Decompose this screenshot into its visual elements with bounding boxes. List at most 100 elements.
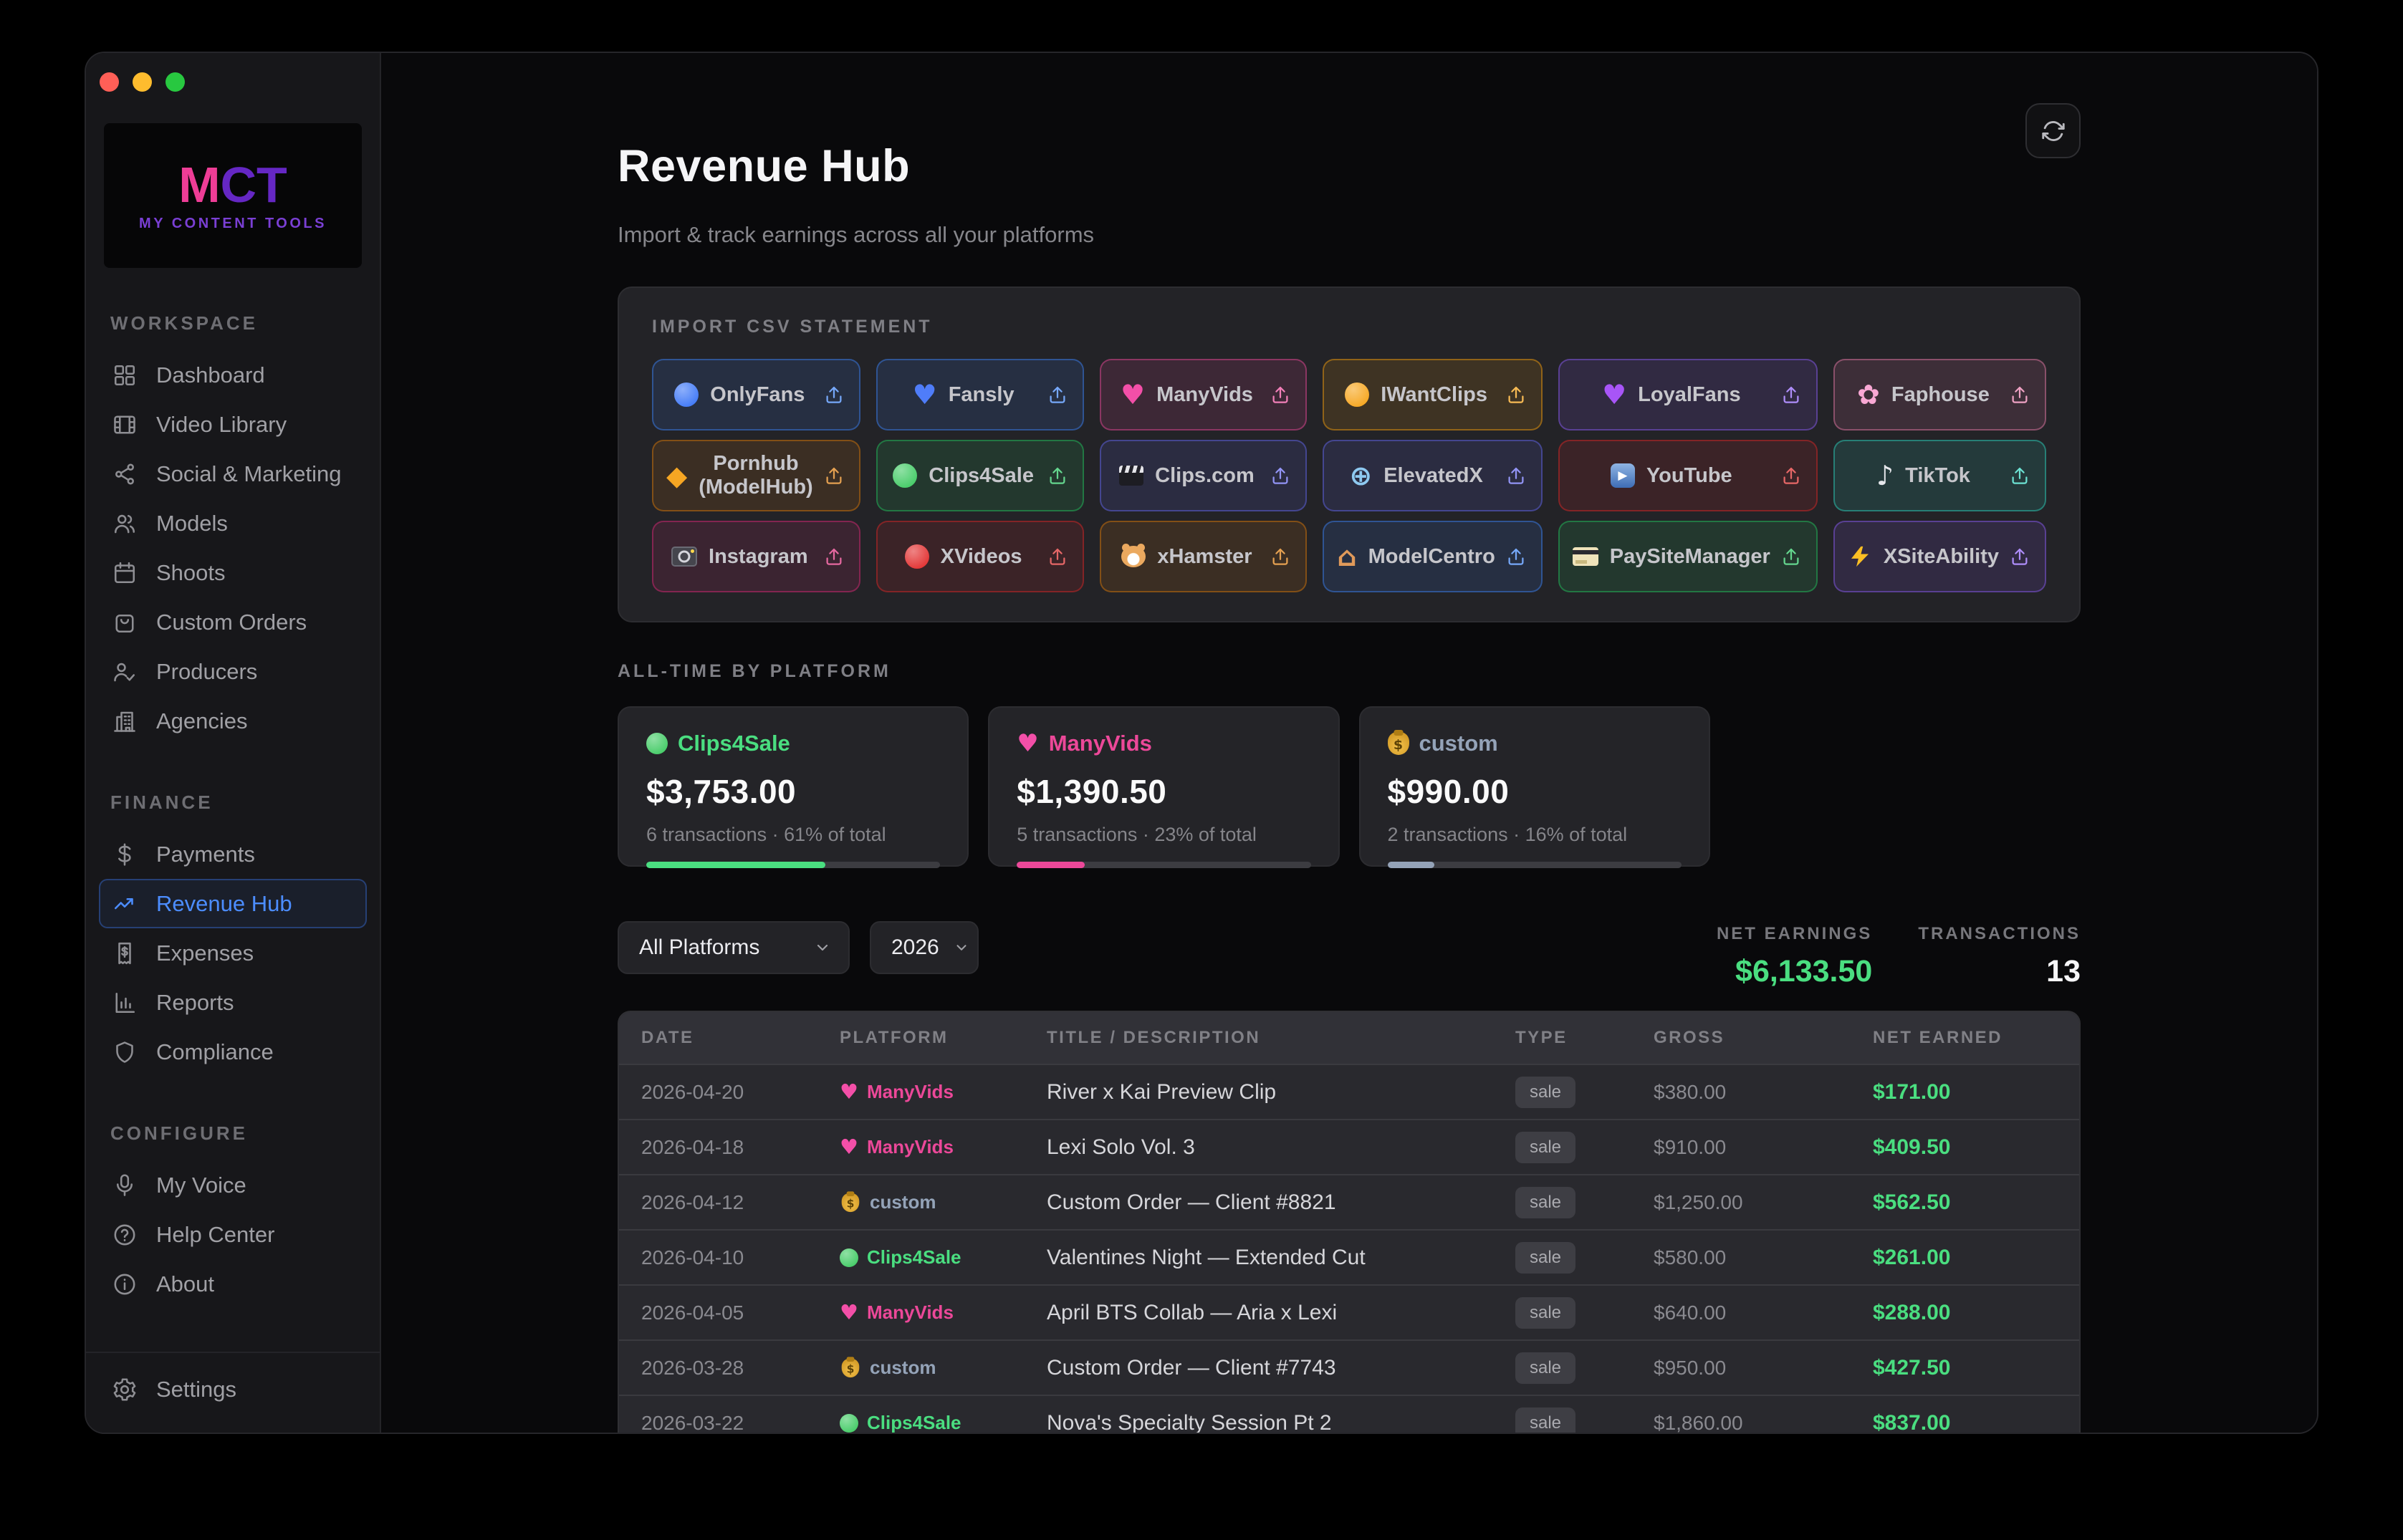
net-earnings-label: NET EARNINGS xyxy=(1716,924,1873,944)
sidebar-item-producers[interactable]: Producers xyxy=(99,647,367,696)
upload-icon xyxy=(1270,465,1291,486)
sidebar-item-help-center[interactable]: Help Center xyxy=(99,1210,367,1259)
cell-type: sale xyxy=(1515,1296,1654,1329)
logo-letters-ct: CT xyxy=(220,156,287,213)
sidebar-item-models[interactable]: Models xyxy=(99,499,367,548)
platform-button-label: Clips.com xyxy=(1155,463,1255,487)
green-circle-icon xyxy=(893,463,918,489)
money-bag-icon xyxy=(841,1358,860,1378)
cell-platform: ♥ ManyVids xyxy=(840,1301,1047,1324)
sidebar-item-reports[interactable]: Reports xyxy=(99,978,367,1027)
cell-date: 2026-04-12 xyxy=(641,1190,744,1213)
shield-icon xyxy=(112,1039,138,1065)
upload-icon xyxy=(823,465,845,486)
import-csv-card: IMPORT CSV STATEMENT OnlyFans ♥ Fansly ♥ Man… xyxy=(618,287,2081,623)
sidebar-section-items: My Voice Help Center About xyxy=(99,1160,367,1309)
year-filter-select[interactable]: 2026 xyxy=(870,921,979,975)
cell-net: $562.50 xyxy=(1873,1190,1951,1214)
microphone-icon xyxy=(112,1173,138,1198)
import-button-pornhub-modelhub[interactable]: ◆ Pornhub (ModelHub) xyxy=(652,440,860,512)
import-button-faphouse[interactable]: ✿ Faphouse xyxy=(1833,359,2046,431)
app-window: MCT MY CONTENT TOOLS WORKSPACE Dashboard V… xyxy=(85,52,2318,1434)
sidebar-item-about[interactable]: About xyxy=(99,1259,367,1309)
green-circle-icon xyxy=(646,733,668,755)
cell-type: sale xyxy=(1515,1407,1654,1433)
sidebar-item-video-library[interactable]: Video Library xyxy=(99,400,367,449)
sidebar-item-label: Reports xyxy=(156,989,234,1015)
sidebar-item-label: Agencies xyxy=(156,708,248,733)
cell-gross: $950.00 xyxy=(1654,1356,1727,1379)
sidebar-item-payments[interactable]: Payments xyxy=(99,829,367,879)
blue-circle-icon xyxy=(674,382,699,408)
blue-heart-icon: ♥ xyxy=(912,379,937,411)
shopping-bag-icon xyxy=(112,610,138,635)
sidebar-item-dashboard[interactable]: Dashboard xyxy=(99,350,367,400)
cell-type: sale xyxy=(1515,1131,1654,1163)
receipt-icon xyxy=(112,940,138,966)
minimize-window-button[interactable] xyxy=(133,72,152,92)
alltime-card-meta: 2 transactions · 16% of total xyxy=(1387,824,1628,846)
share-nodes-icon xyxy=(112,461,138,487)
cell-net: $837.00 xyxy=(1873,1410,1951,1434)
table-row[interactable]: 2026-04-18 ♥ ManyVids Lexi Solo Vol. 3 sale $… xyxy=(619,1119,2079,1174)
cell-net: $171.00 xyxy=(1873,1079,1951,1104)
table-row[interactable]: 2026-03-22 Clips4Sale Nova's Specialty Ses… xyxy=(619,1395,2079,1434)
import-button-xsiteability[interactable]: XSiteAbility xyxy=(1833,521,2046,593)
sidebar-item-custom-orders[interactable]: Custom Orders xyxy=(99,597,367,647)
sidebar-item-agencies[interactable]: Agencies xyxy=(99,696,367,746)
import-button-manyvids[interactable]: ♥ ManyVids xyxy=(1099,359,1308,431)
sidebar-item-compliance[interactable]: Compliance xyxy=(99,1027,367,1077)
refresh-button[interactable] xyxy=(2025,103,2081,158)
alltime-progress-track xyxy=(1387,862,1682,869)
help-circle-icon xyxy=(112,1222,138,1248)
import-button-clips4sale[interactable]: Clips4Sale xyxy=(876,440,1084,512)
table-row[interactable]: 2026-04-20 ♥ ManyVids River x Kai Preview C… xyxy=(619,1064,2079,1119)
platform-button-label: TikTok xyxy=(1905,463,1970,487)
platform-button-label: Fansly xyxy=(948,382,1015,406)
table-row[interactable]: 2026-04-05 ♥ ManyVids April BTS Collab — Ar… xyxy=(619,1284,2079,1339)
sidebar-item-settings[interactable]: Settings xyxy=(99,1365,367,1414)
cell-platform: custom xyxy=(840,1357,1047,1380)
platform-filter-select[interactable]: All Platforms xyxy=(618,921,850,975)
trending-up-icon xyxy=(112,891,138,917)
cell-title: Custom Order — Client #8821 xyxy=(1047,1190,1336,1214)
alltime-progress-fill xyxy=(1017,862,1085,869)
logo-letter-m: M xyxy=(178,156,221,213)
upload-icon xyxy=(1505,384,1527,405)
building-icon xyxy=(112,708,138,734)
platform-button-label: XSiteAbility xyxy=(1883,544,1999,568)
platform-button-label: xHamster xyxy=(1157,544,1252,568)
import-button-iwantclips[interactable]: IWantClips xyxy=(1323,359,1543,431)
platform-name: ManyVids xyxy=(867,1081,954,1103)
sidebar-item-my-voice[interactable]: My Voice xyxy=(99,1160,367,1210)
sidebar-item-social-marketing[interactable]: Social & Marketing xyxy=(99,449,367,499)
import-button-modelcentro[interactable]: ⌂ ModelCentro xyxy=(1323,521,1543,593)
import-button-instagram[interactable]: Instagram xyxy=(652,521,860,593)
transactions-stat: TRANSACTIONS 13 xyxy=(1918,924,2081,989)
app-logo: MCT MY CONTENT TOOLS xyxy=(104,123,362,268)
sidebar-item-shoots[interactable]: Shoots xyxy=(99,548,367,597)
import-button-onlyfans[interactable]: OnlyFans xyxy=(652,359,860,431)
credit-card-icon xyxy=(1572,547,1598,567)
import-button-xvideos[interactable]: XVideos xyxy=(876,521,1084,593)
import-button-xhamster[interactable]: xHamster xyxy=(1099,521,1308,593)
sidebar-item-expenses[interactable]: Expenses xyxy=(99,928,367,978)
cell-net: $261.00 xyxy=(1873,1245,1951,1269)
import-button-youtube[interactable]: ▶ YouTube xyxy=(1558,440,1818,512)
orange-diamond-icon: ◆ xyxy=(666,460,688,492)
table-row[interactable]: 2026-04-12 custom Custom Order — Client #8… xyxy=(619,1174,2079,1229)
import-button-clips-com[interactable]: Clips.com xyxy=(1099,440,1308,512)
import-button-tiktok[interactable]: ♪ TikTok xyxy=(1833,440,2046,512)
close-window-button[interactable] xyxy=(100,72,119,92)
dollar-icon xyxy=(112,842,138,867)
table-row[interactable]: 2026-04-10 Clips4Sale Valentines Night — E… xyxy=(619,1229,2079,1284)
zoom-window-button[interactable] xyxy=(166,72,185,92)
money-bag-icon xyxy=(1387,732,1409,756)
sidebar-item-revenue-hub[interactable]: Revenue Hub xyxy=(99,879,367,928)
type-badge: sale xyxy=(1515,1407,1576,1433)
import-button-loyalfans[interactable]: ♥ LoyalFans xyxy=(1558,359,1818,431)
import-button-elevatedx[interactable]: ⊕ ElevatedX xyxy=(1323,440,1543,512)
import-button-fansly[interactable]: ♥ Fansly xyxy=(876,359,1084,431)
import-button-paysitemanager[interactable]: PaySiteManager xyxy=(1558,521,1818,593)
table-row[interactable]: 2026-03-28 custom Custom Order — Client #7… xyxy=(619,1339,2079,1395)
